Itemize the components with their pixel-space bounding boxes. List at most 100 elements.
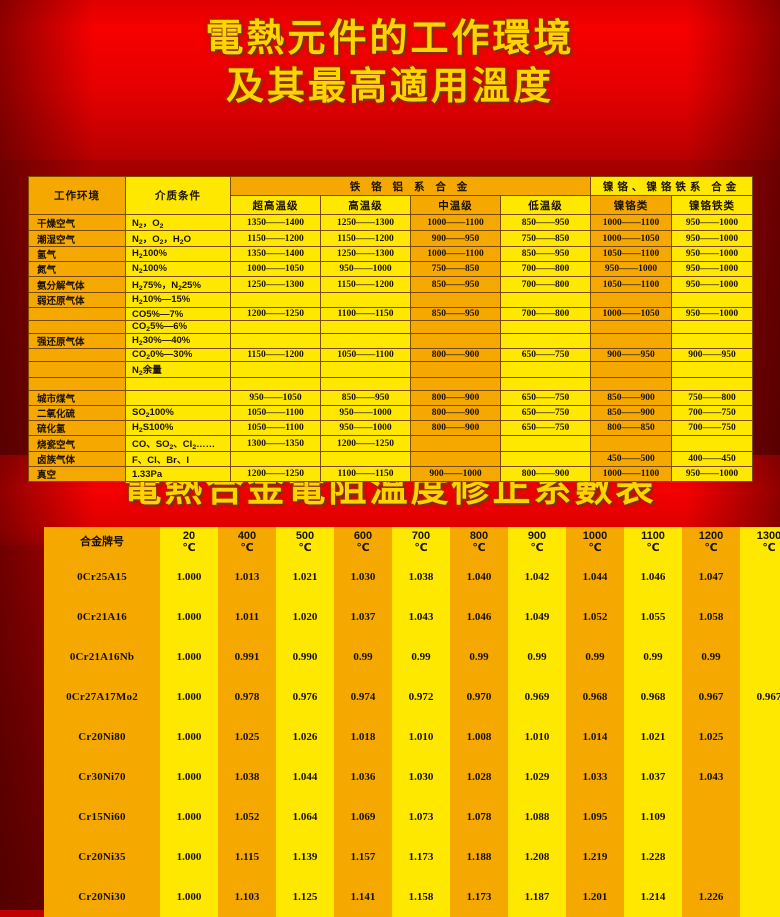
cell-correction-factor: 0.990 <box>276 637 334 677</box>
cell-correction-factor: 0.99 <box>392 637 450 677</box>
cell-working-environment <box>28 307 126 321</box>
cell-temperature-range: 750——800 <box>671 390 754 406</box>
th-nicrfe-type: 镍铬铁类 <box>671 195 754 215</box>
cell-temperature-range: 450——500 <box>590 451 673 467</box>
cell-correction-factor: 1.088 <box>508 797 566 837</box>
cell-alloy-grade: 0Cr21A16Nb <box>44 637 160 677</box>
cell-correction-factor <box>740 877 780 917</box>
table2-body: 0Cr25A15 1.000 1.013 1.021 1.030 1.038 1.040 1.… <box>44 557 780 917</box>
cell-correction-factor: 1.043 <box>682 757 740 797</box>
cell-correction-factor: 1.187 <box>508 877 566 917</box>
cell-temperature-range <box>230 451 321 467</box>
cell-correction-factor: 0.968 <box>566 677 624 717</box>
cell-temperature-range: 950——1000 <box>590 261 673 277</box>
cell-temperature-range: 800——850 <box>590 420 673 436</box>
cell-correction-factor: 1.052 <box>566 597 624 637</box>
cell-temperature-range <box>590 292 673 308</box>
cell-temperature-range <box>671 320 754 334</box>
cell-temperature-range <box>230 292 321 308</box>
cell-correction-factor <box>682 837 740 877</box>
cell-temperature-range: 1000——1050 <box>230 261 321 277</box>
cell-medium-condition: H2100% <box>125 246 231 262</box>
cell-working-environment: 干燥空气 <box>28 214 126 231</box>
cell-temperature-range <box>320 377 411 391</box>
cell-correction-factor: 1.020 <box>276 597 334 637</box>
cell-correction-factor: 1.044 <box>276 757 334 797</box>
cell-correction-factor: 1.228 <box>624 837 682 877</box>
cell-alloy-grade: Cr20Ni80 <box>44 717 160 757</box>
cell-working-environment <box>28 348 126 362</box>
cell-medium-condition: F、Cl、Br、I <box>125 451 231 467</box>
cell-correction-factor: 0.99 <box>682 637 740 677</box>
th-temperature-600: 600 ℃ <box>334 527 392 557</box>
cell-temperature-range: 1250——1300 <box>320 214 411 231</box>
th-low-grade: 低温级 <box>499 195 592 215</box>
table-row: 0Cr25A15 1.000 1.013 1.021 1.030 1.038 1.040 1.… <box>44 557 780 597</box>
cell-medium-condition <box>125 390 231 406</box>
cell-correction-factor: 0.972 <box>392 677 450 717</box>
table1-body: 干燥空气 N2，O2 1350——1400 1250——1300 1000——1100 8… <box>28 214 754 482</box>
cell-correction-factor: 1.000 <box>160 757 218 797</box>
table-row: 硫化氢 H2S100% 1050——1100 950——1000 800——900 650… <box>28 420 754 436</box>
cell-correction-factor: 1.058 <box>682 597 740 637</box>
cell-temperature-range <box>499 361 592 378</box>
table-row: 氢气 H2100% 1350——1400 1250——1300 1000——1100 85… <box>28 246 754 262</box>
table-row: 干燥空气 N2，O2 1350——1400 1250——1300 1000——1100 8… <box>28 214 754 231</box>
table-row: Cr30Ni70 1.000 1.038 1.044 1.036 1.030 1.028 1.… <box>44 757 780 797</box>
cell-correction-factor: 1.011 <box>218 597 276 637</box>
cell-correction-factor: 1.033 <box>566 757 624 797</box>
cell-correction-factor: 0.970 <box>450 677 508 717</box>
cell-temperature-range: 1000——1050 <box>590 230 673 247</box>
cell-correction-factor: 1.103 <box>218 877 276 917</box>
th-working-environment: 工作环境 <box>28 176 126 215</box>
cell-correction-factor: 1.025 <box>218 717 276 757</box>
cell-correction-factor: 1.226 <box>682 877 740 917</box>
cell-working-environment <box>28 361 126 378</box>
cell-correction-factor: 1.013 <box>218 557 276 597</box>
cell-temperature-range <box>499 451 592 467</box>
th-high-grade: 高温级 <box>320 195 411 215</box>
cell-correction-factor: 1.025 <box>682 717 740 757</box>
cell-correction-factor: 1.049 <box>508 597 566 637</box>
table-row: 强还原气体 H230%—40% <box>28 333 754 349</box>
cell-correction-factor <box>740 637 780 677</box>
table-row: CO25%—6% <box>28 320 754 334</box>
table-row: 城市煤气 950——1050 850——950 800——900 650——750 850… <box>28 390 754 406</box>
cell-alloy-grade: 0Cr21A16 <box>44 597 160 637</box>
cell-temperature-range <box>320 320 411 334</box>
cell-working-environment: 卤族气体 <box>28 451 126 467</box>
cell-correction-factor: 1.021 <box>624 717 682 757</box>
cell-correction-factor: 1.000 <box>160 597 218 637</box>
cell-correction-factor: 0.976 <box>276 677 334 717</box>
cell-temperature-range: 1050——1100 <box>230 405 321 421</box>
cell-working-environment: 硫化氢 <box>28 420 126 436</box>
cell-correction-factor: 1.042 <box>508 557 566 597</box>
working-environment-table: 工作环境 介质条件 铁 铬 铝 系 合 金 镍铬、镍铬铁系 合金 超高温级 高温… <box>28 176 754 482</box>
cell-medium-condition: CO20%—30% <box>125 348 231 362</box>
cell-temperature-range: 950——1000 <box>671 246 754 262</box>
cell-medium-condition: SO2100% <box>125 405 231 421</box>
cell-temperature-range: 950——1000 <box>671 276 754 293</box>
page-title-line2: 及其最高適用溫度 <box>225 63 554 108</box>
cell-temperature-range: 1350——1400 <box>230 246 321 262</box>
cell-alloy-grade: 0Cr27A17Mo2 <box>44 677 160 717</box>
th-temperature-20: 20 ℃ <box>160 527 218 557</box>
table-row: 潮湿空气 N2，O2，H2O 1150——1200 1150——1200 900——95… <box>28 230 754 247</box>
th-temperature-1300: 1300 ℃ <box>740 527 780 557</box>
cell-medium-condition: N2，O2，H2O <box>125 230 231 247</box>
cell-temperature-range <box>499 377 592 391</box>
cell-correction-factor: 1.055 <box>624 597 682 637</box>
cell-correction-factor: 1.030 <box>392 757 450 797</box>
cell-temperature-range: 1050——1100 <box>590 246 673 262</box>
cell-temperature-range <box>410 361 501 378</box>
cell-temperature-range: 650——750 <box>499 390 592 406</box>
cell-temperature-range: 850——950 <box>410 307 501 321</box>
table-row: N2余量 <box>28 361 754 378</box>
cell-temperature-range: 1200——1250 <box>230 466 321 482</box>
cell-temperature-range: 1300——1350 <box>230 435 321 452</box>
cell-temperature-range: 900——950 <box>410 230 501 247</box>
cell-correction-factor <box>682 797 740 837</box>
cell-correction-factor: 1.037 <box>334 597 392 637</box>
cell-correction-factor: 0.967 <box>740 677 780 717</box>
cell-correction-factor: 1.214 <box>624 877 682 917</box>
